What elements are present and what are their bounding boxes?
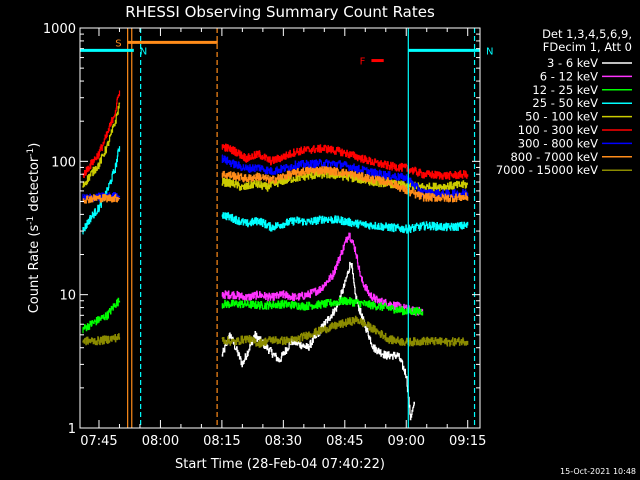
series-line-5-1 xyxy=(221,143,469,180)
y-axis-label: Count Rate (s-1 detector-1) xyxy=(26,143,42,314)
legend-label-3: 25 - 50 keV xyxy=(532,96,598,110)
series-line-1-0 xyxy=(221,232,424,316)
annotation-label-3: F xyxy=(360,57,366,68)
x-tick-label-1: 08:00 xyxy=(142,434,179,449)
series-50-100-kev xyxy=(82,102,468,192)
series-line-2-0 xyxy=(82,297,121,334)
annotation-label-2: N xyxy=(486,46,493,57)
legend-label-1: 6 - 12 keV xyxy=(540,69,598,83)
series-line-7-0 xyxy=(82,193,121,204)
legend-header-line-1: Det 1,3,4,5,6,9, xyxy=(542,27,632,41)
x-tick-label-3: 08:30 xyxy=(265,434,302,449)
y-tick-label-0: 1 xyxy=(68,422,76,437)
legend-label-4: 50 - 100 keV xyxy=(525,110,598,124)
y-tick-label-3: 1000 xyxy=(43,22,76,37)
series-100-300-kev xyxy=(82,90,469,180)
legend-label-8: 7000 - 15000 keV xyxy=(496,163,598,177)
legend-label-7: 800 - 7000 keV xyxy=(510,150,598,164)
series-3-6-kev xyxy=(221,261,415,421)
series-layer xyxy=(82,90,469,421)
y-label-sup1: -1 xyxy=(26,216,36,225)
series-6-12-kev xyxy=(221,232,424,316)
y-label-mid: detector xyxy=(27,156,42,216)
series-line-3-0 xyxy=(82,146,121,235)
series-line-7-1 xyxy=(221,166,469,203)
series-25-50-kev xyxy=(82,146,469,235)
y-tick-label-1: 10 xyxy=(59,289,76,304)
annotation-bars: S N N F xyxy=(80,38,493,68)
vertical-markers xyxy=(127,28,476,428)
legend-label-0: 3 - 6 keV xyxy=(547,56,598,70)
x-tick-label-2: 08:15 xyxy=(203,434,240,449)
x-tick-label-0: 07:45 xyxy=(80,434,117,449)
y-label-sup2: -1 xyxy=(26,148,36,157)
series-800-7000-kev xyxy=(82,166,469,204)
series-line-8-1 xyxy=(221,315,469,348)
series-line-5-0 xyxy=(82,90,121,178)
timestamp: 15-Oct-2021 10:48 xyxy=(560,467,636,476)
x-tick-label-4: 08:45 xyxy=(326,434,363,449)
legend-label-2: 12 - 25 keV xyxy=(532,83,598,97)
x-axis-label: Start Time (28-Feb-04 07:40:22) xyxy=(175,457,385,472)
x-tick-label-6: 09:15 xyxy=(449,434,486,449)
series-line-2-1 xyxy=(221,296,424,316)
x-tick-label-5: 09:00 xyxy=(388,434,425,449)
chart-title: RHESSI Observing Summary Count Rates xyxy=(125,3,435,21)
y-tick-label-2: 100 xyxy=(51,155,76,170)
axes: 1 10 100 1000 07:45 08:00 08:15 08:30 08:45 09:00… xyxy=(43,22,487,449)
legend: Det 1,3,4,5,6,9, FDecim 1, Att 0 3 - 6 k… xyxy=(496,27,632,177)
annotation-label-0: S xyxy=(115,38,121,49)
series-line-3-1 xyxy=(221,212,469,234)
series-line-6-1 xyxy=(221,154,469,199)
legend-header-line-2: FDecim 1, Att 0 xyxy=(543,40,632,54)
series-line-4-0 xyxy=(82,102,121,188)
plot-frame xyxy=(79,27,481,429)
annotation-label-1: N xyxy=(140,46,147,57)
legend-label-6: 300 - 800 keV xyxy=(518,136,598,150)
y-label-main: Count Rate (s xyxy=(27,225,42,314)
legend-label-5: 100 - 300 keV xyxy=(518,123,598,137)
series-line-8-0 xyxy=(82,333,121,346)
series-7000-15000-kev xyxy=(82,315,469,348)
series-line-4-1 xyxy=(221,170,468,192)
series-line-0-0 xyxy=(221,261,415,421)
series-12-25-kev xyxy=(82,296,424,334)
y-label-end: ) xyxy=(27,143,42,148)
